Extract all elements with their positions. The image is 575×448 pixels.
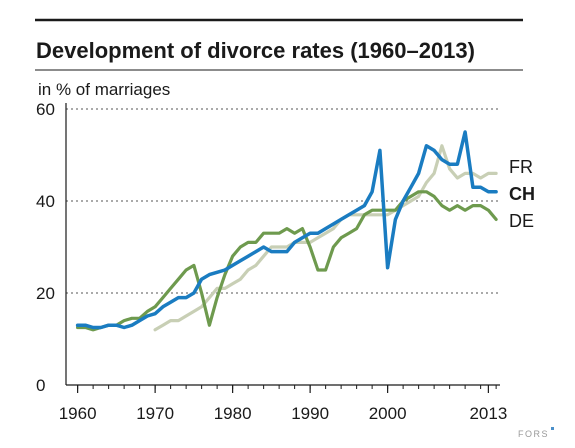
series-label-ch: CH [509,184,535,204]
source-logo-mark [551,427,554,430]
x-tick-label: 1970 [136,404,174,423]
y-tick-label: 20 [36,284,55,303]
axes: 0 20 40 60 1960 1970 1980 1990 2000 2013 [36,100,507,423]
y-unit-label: in % of marriages [38,80,170,99]
y-tick-label: 60 [36,100,55,119]
series-label-fr: FR [509,157,533,177]
x-tick-label: 1980 [214,404,252,423]
series-line-de [75,190,498,332]
series-line-fr [153,144,498,332]
source-logo: FORS [518,429,549,439]
grid [66,108,500,294]
chart-title: Development of divorce rates (1960–2013) [36,38,475,63]
series-labels: FR DE CH [509,157,535,231]
x-tick-label: 1990 [291,404,329,423]
series-line-ch [75,130,498,330]
plot-series [75,130,498,332]
y-tick-label: 0 [36,376,45,395]
series-label-de: DE [509,211,534,231]
x-tick-label: 2013 [469,404,507,423]
y-tick-label: 40 [36,192,55,211]
x-tick-label: 2000 [369,404,407,423]
x-tick-label: 1960 [59,404,97,423]
